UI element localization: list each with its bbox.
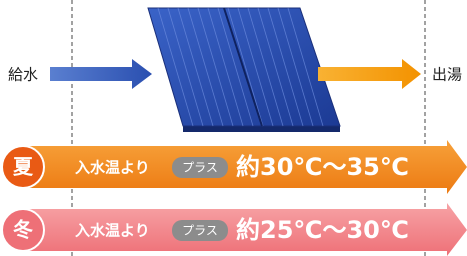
inlet-label: 給水 xyxy=(8,66,38,84)
prefix-text: 入水温より xyxy=(75,159,150,177)
prefix-text: 入水温より xyxy=(75,222,150,240)
season-label: 冬 xyxy=(13,218,33,242)
outlet-arrow xyxy=(318,59,421,89)
season-label: 夏 xyxy=(13,155,34,179)
inlet-arrow xyxy=(50,59,152,89)
plus-text: プラス xyxy=(182,161,218,175)
range-text: 約25℃〜30℃ xyxy=(236,216,409,244)
diagram: 給水 出湯 夏 入水温より プラス 約30℃〜35℃ 冬 入水温より プラス 約… xyxy=(0,0,467,256)
outlet-label: 出湯 xyxy=(432,66,462,84)
range-text: 約30℃〜35℃ xyxy=(236,153,409,181)
solar-panel xyxy=(148,8,340,132)
plus-text: プラス xyxy=(182,224,218,238)
